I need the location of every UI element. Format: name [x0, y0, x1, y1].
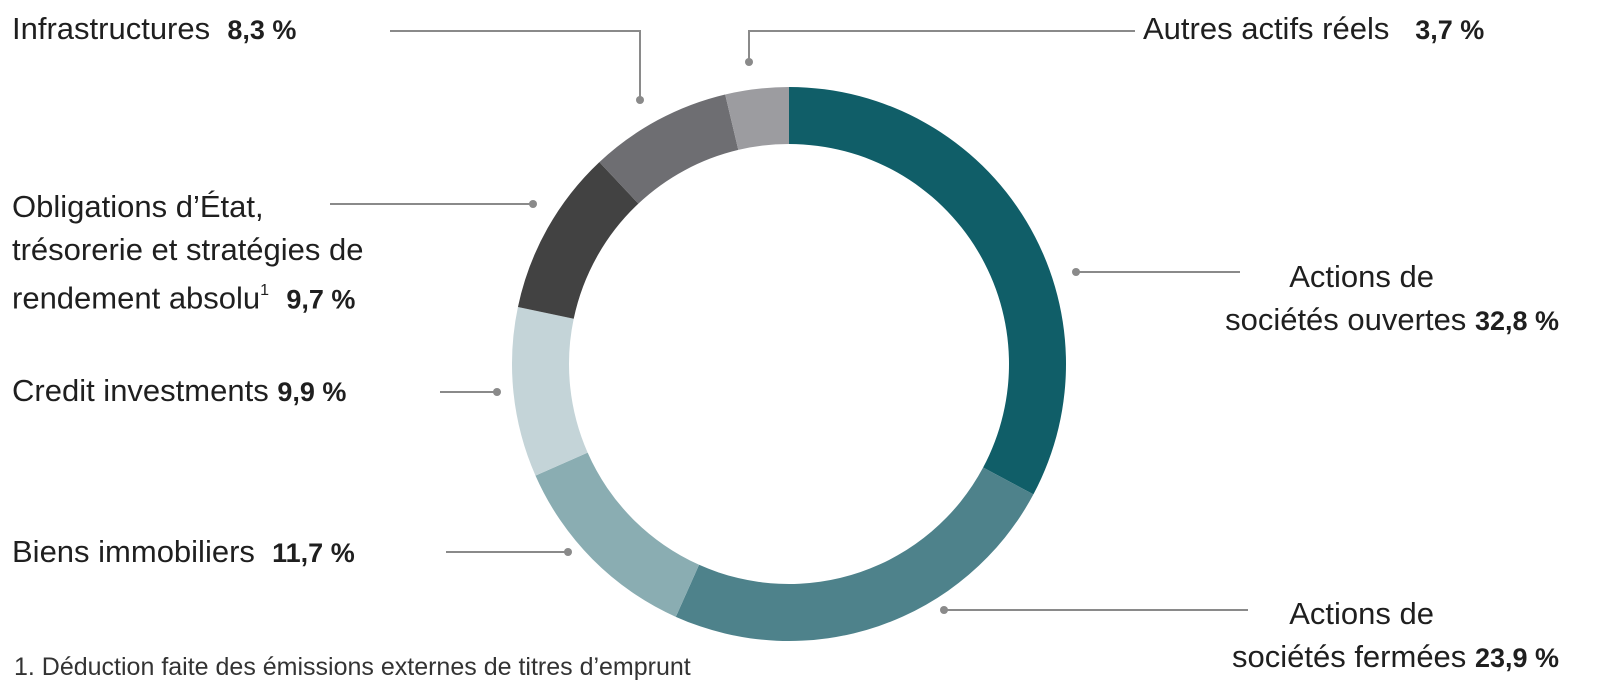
leader-dot-biens [564, 548, 572, 556]
label-ouvertes-line2: sociétés ouvertes [1225, 302, 1467, 337]
label-fermees-line2: sociétés fermées [1231, 639, 1467, 674]
slice-autres-actifs-réels [725, 87, 789, 150]
label-obligations-line3: rendement absolu [12, 280, 261, 316]
label-ouvertes: Actions de sociétés ouvertes 32,8 % [1225, 255, 1559, 343]
label-obligations-value: 9,7 % [286, 284, 356, 315]
label-infrastructures-value: 8,3 % [227, 15, 297, 45]
label-credit-name: Credit investments [12, 373, 269, 408]
leader-dot-obligations [529, 200, 537, 208]
label-autres-actifs-name: Autres actifs réels [1143, 11, 1390, 46]
label-obligations-line1: Obligations d’État, [12, 189, 264, 224]
label-fermees-line1: Actions de [1289, 596, 1434, 631]
leader-dot-infrastructures [636, 96, 644, 104]
leader-dot-fermees [940, 606, 948, 614]
slice-infrastructures [599, 94, 739, 204]
label-biens: Biens immobiliers 11,7 % [12, 533, 355, 572]
footnote: 1. Déduction faite des émissions externe… [14, 653, 691, 681]
label-autres-actifs: Autres actifs réels 3,7 % [1143, 10, 1484, 49]
slice-biens-immobiliers [535, 452, 700, 617]
slice-credit-investments [512, 306, 588, 476]
leader-dot-autres-actifs [745, 58, 753, 66]
leader-dot-credit [493, 388, 501, 396]
label-fermees: Actions de sociétés fermées 23,9 % [1232, 592, 1559, 680]
label-fermees-value: 23,9 % [1474, 643, 1559, 673]
leader-dot-ouvertes [1072, 268, 1080, 276]
label-obligations-line2: trésorerie et stratégies de [12, 232, 364, 267]
label-ouvertes-value: 32,8 % [1474, 306, 1559, 336]
label-ouvertes-line1: Actions de [1289, 259, 1434, 294]
slice-obligations-d-état-trésorerie-et-stratégies-de-rendement-absolu [517, 162, 639, 319]
footnote-marker: 1 [260, 282, 270, 299]
label-obligations: Obligations d’État, trésorerie et straté… [12, 185, 364, 321]
slice-actions-de-sociétés-ouvertes [789, 87, 1066, 495]
leader-lines [330, 30, 1248, 611]
label-biens-name: Biens immobiliers [12, 534, 255, 569]
label-infrastructures-name: Infrastructures [12, 11, 211, 46]
donut-slices [512, 87, 1066, 641]
label-credit: Credit investments 9,9 % [12, 372, 346, 411]
leader-autres-actifs [748, 30, 1135, 62]
label-biens-value: 11,7 % [272, 538, 355, 568]
slice-actions-de-sociétés-fermées [675, 467, 1034, 641]
leader-infrastructures [390, 30, 641, 100]
label-infrastructures: Infrastructures 8,3 % [12, 10, 296, 49]
label-autres-actifs-value: 3,7 % [1415, 15, 1485, 45]
label-credit-value: 9,9 % [277, 377, 347, 407]
